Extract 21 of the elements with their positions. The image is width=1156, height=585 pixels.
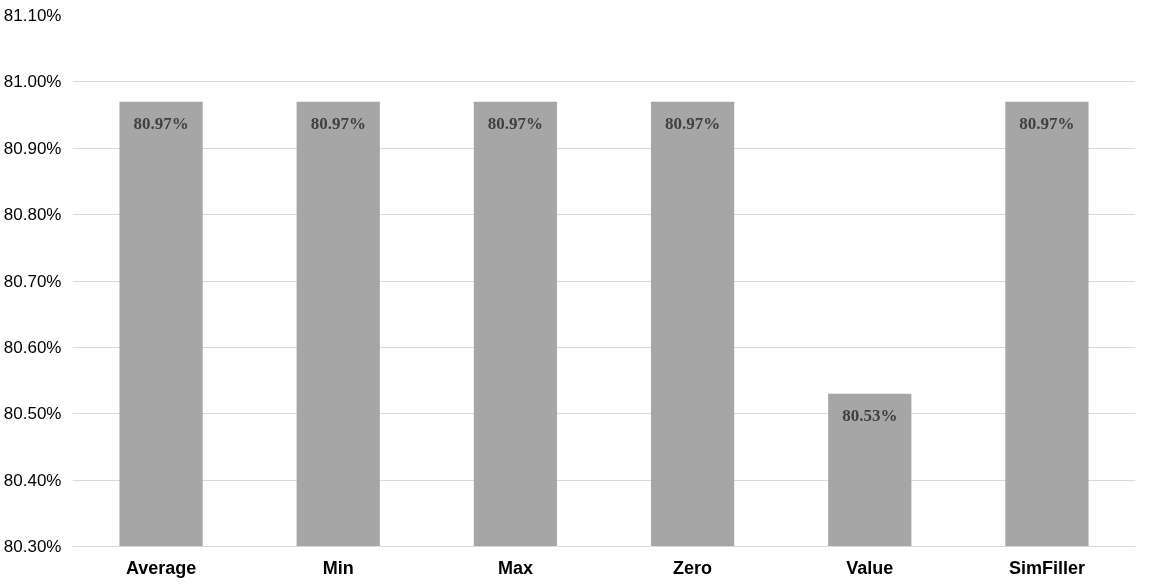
x-tick-label: SimFiller [1008,557,1085,578]
x-tick-label: Zero [673,557,713,578]
y-tick-label: 80.70% [3,271,62,291]
y-tick-label: 80.90% [3,138,62,158]
y-tick-label: 81.10% [3,6,62,25]
data-label: 80.97% [1019,113,1075,133]
y-tick-label: 80.80% [3,205,62,225]
y-tick-label: 81.00% [3,72,62,92]
data-label: 80.97% [133,113,189,133]
x-tick-label: Min [322,557,354,578]
x-tick-label: Max [497,557,533,578]
y-tick-label: 80.50% [3,404,62,424]
y-tick-label: 80.30% [3,537,62,556]
data-label: 80.97% [487,113,544,133]
data-label: 80.53% [842,405,898,425]
x-tick-label: Value [846,557,894,578]
data-label: 80.97% [310,113,366,133]
y-tick-label: 80.60% [3,337,62,357]
y-tick-label: 80.40% [3,470,62,490]
data-label: 80.97% [664,113,721,133]
x-tick-label: Average [125,557,197,578]
